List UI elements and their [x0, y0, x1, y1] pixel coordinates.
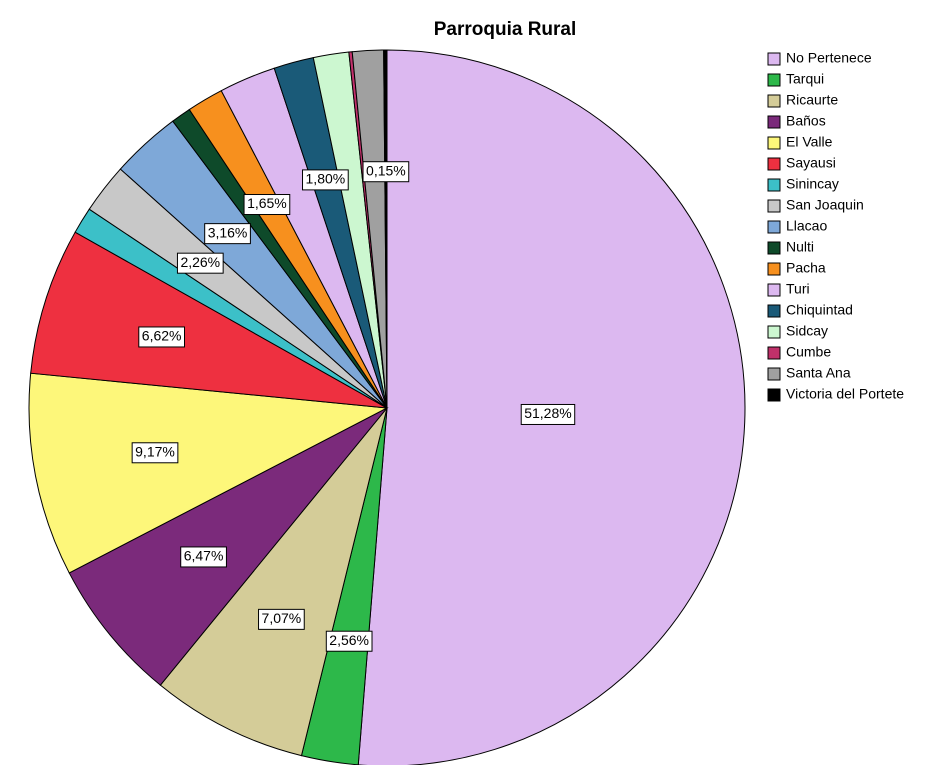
legend-swatch [767, 241, 781, 255]
data-label: 2,26% [176, 252, 224, 274]
pie-slice [28, 372, 389, 574]
data-label-text: 6,62% [142, 328, 182, 344]
data-label-box [258, 608, 305, 630]
data-label-text: 3,16% [208, 224, 248, 240]
data-label-box [302, 169, 349, 191]
legend-swatch [767, 304, 781, 318]
legend-swatch [767, 262, 781, 276]
legend-swatch [767, 73, 781, 87]
legend-label: Llacao [786, 218, 827, 234]
data-label-box [180, 546, 227, 568]
legend-label: Sinincay [786, 176, 839, 192]
legend-label: Victoria del Portete [786, 386, 904, 402]
pie-slice [68, 407, 388, 686]
data-label-text: 2,26% [180, 254, 220, 270]
legend-swatch [767, 325, 781, 339]
legend-swatch [767, 136, 781, 150]
legend-swatch [767, 52, 781, 66]
data-label-box [138, 326, 186, 348]
data-label-box [176, 252, 224, 274]
legend-label: No Pertenece [786, 50, 872, 66]
data-label: 6,62% [138, 326, 186, 348]
chart-title: Parroquia Rural [434, 19, 577, 40]
data-label-box [243, 194, 291, 216]
legend-label: Nulti [786, 239, 814, 255]
data-label-text: 9,17% [135, 443, 175, 459]
data-label: 1,80% [302, 169, 349, 191]
data-label-box [520, 403, 576, 425]
data-label: 2,56% [325, 630, 373, 652]
legend-swatch [767, 94, 781, 108]
data-label-box [362, 161, 410, 183]
pie-slice [159, 407, 388, 757]
data-label: 51,28% [520, 403, 576, 425]
legend-label: Chiquintad [786, 302, 853, 318]
data-label-box [131, 442, 179, 464]
legend-label: Sidcay [786, 323, 828, 339]
legend-swatch [767, 220, 781, 234]
data-label: 6,47% [180, 546, 227, 568]
pie-slice [383, 49, 388, 409]
pie-slice [30, 231, 388, 409]
legend-label: Sayausi [786, 155, 836, 171]
legend-swatch [767, 367, 781, 381]
data-label: 9,17% [131, 442, 179, 464]
legend-label: Pacha [786, 260, 826, 276]
legend-swatch [767, 388, 781, 402]
data-label-text: 7,07% [262, 610, 302, 626]
data-label: 7,07% [258, 608, 305, 630]
data-label: 3,16% [204, 223, 251, 245]
legend-label: Santa Ana [786, 365, 851, 381]
data-label-text: 1,65% [247, 195, 287, 211]
legend-swatch [767, 115, 781, 129]
data-label-text: 51,28% [524, 405, 571, 421]
data-label-text: 0,15% [366, 162, 406, 178]
legend-label: El Valle [786, 134, 833, 150]
legend-swatch [767, 199, 781, 213]
data-label-box [325, 630, 373, 652]
data-label: 1,65% [243, 194, 291, 216]
data-label-box [204, 223, 251, 245]
legend-label: San Joaquin [786, 197, 864, 213]
legend-swatch [767, 283, 781, 297]
legend-label: Tarqui [786, 71, 824, 87]
legend-label: Baños [786, 113, 826, 129]
legend-swatch [767, 157, 781, 171]
legend-label: Ricaurte [786, 92, 838, 108]
data-label: 0,15% [362, 161, 410, 183]
legend-label: Turi [786, 281, 810, 297]
legend-swatch [767, 346, 781, 360]
data-label-text: 6,47% [184, 548, 224, 564]
data-label-text: 1,80% [306, 171, 346, 187]
legend-label: Cumbe [786, 344, 831, 360]
data-label-text: 2,56% [329, 632, 369, 648]
legend-swatch [767, 178, 781, 192]
